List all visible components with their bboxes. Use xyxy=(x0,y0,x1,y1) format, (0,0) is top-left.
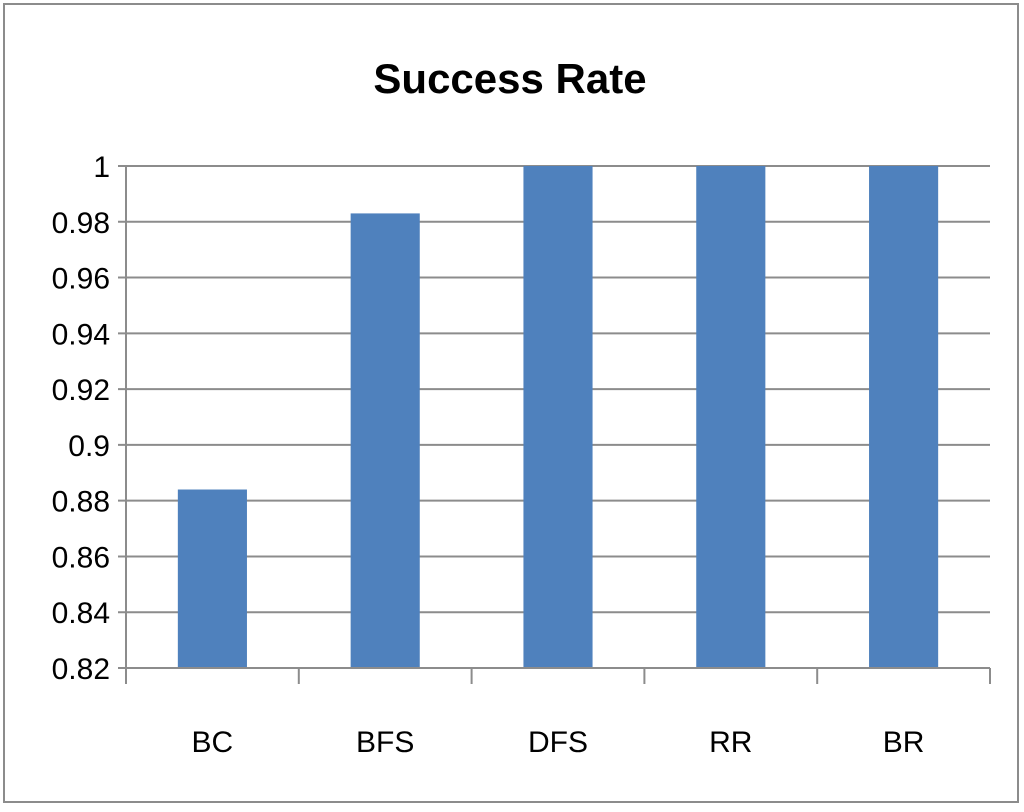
bar-rr xyxy=(696,166,766,668)
x-category-label: BR xyxy=(883,726,925,759)
bars xyxy=(177,166,939,668)
bar-bfs xyxy=(350,213,420,668)
y-tick-label: 0.84 xyxy=(52,597,110,630)
y-tick-label: 0.88 xyxy=(52,486,110,519)
x-axis-labels: BC BFS DFS RR BR xyxy=(192,726,925,759)
x-category-label: DFS xyxy=(528,726,588,759)
chart-title: Success Rate xyxy=(373,55,646,102)
y-tick-label: 1 xyxy=(93,151,110,184)
y-tick-label: 0.94 xyxy=(52,318,110,351)
y-tick-label: 0.96 xyxy=(52,263,110,296)
y-tick-label: 0.86 xyxy=(52,541,110,574)
x-axis xyxy=(125,166,991,684)
bar-bc xyxy=(177,489,247,668)
y-tick-label: 0.9 xyxy=(68,430,110,463)
bar-dfs xyxy=(523,166,593,668)
bar-br xyxy=(869,166,939,668)
y-axis-ticks: 0.82 0.84 0.86 0.88 0.9 0.92 0.94 0.96 0.98 1 xyxy=(52,151,110,686)
chart-frame xyxy=(3,3,1019,803)
x-category-label: BFS xyxy=(356,726,414,759)
y-tick-label: 0.92 xyxy=(52,374,110,407)
y-tick-label: 0.82 xyxy=(52,653,110,686)
x-category-label: RR xyxy=(709,726,752,759)
y-tick-label: 0.98 xyxy=(52,207,110,240)
x-category-label: BC xyxy=(192,726,234,759)
